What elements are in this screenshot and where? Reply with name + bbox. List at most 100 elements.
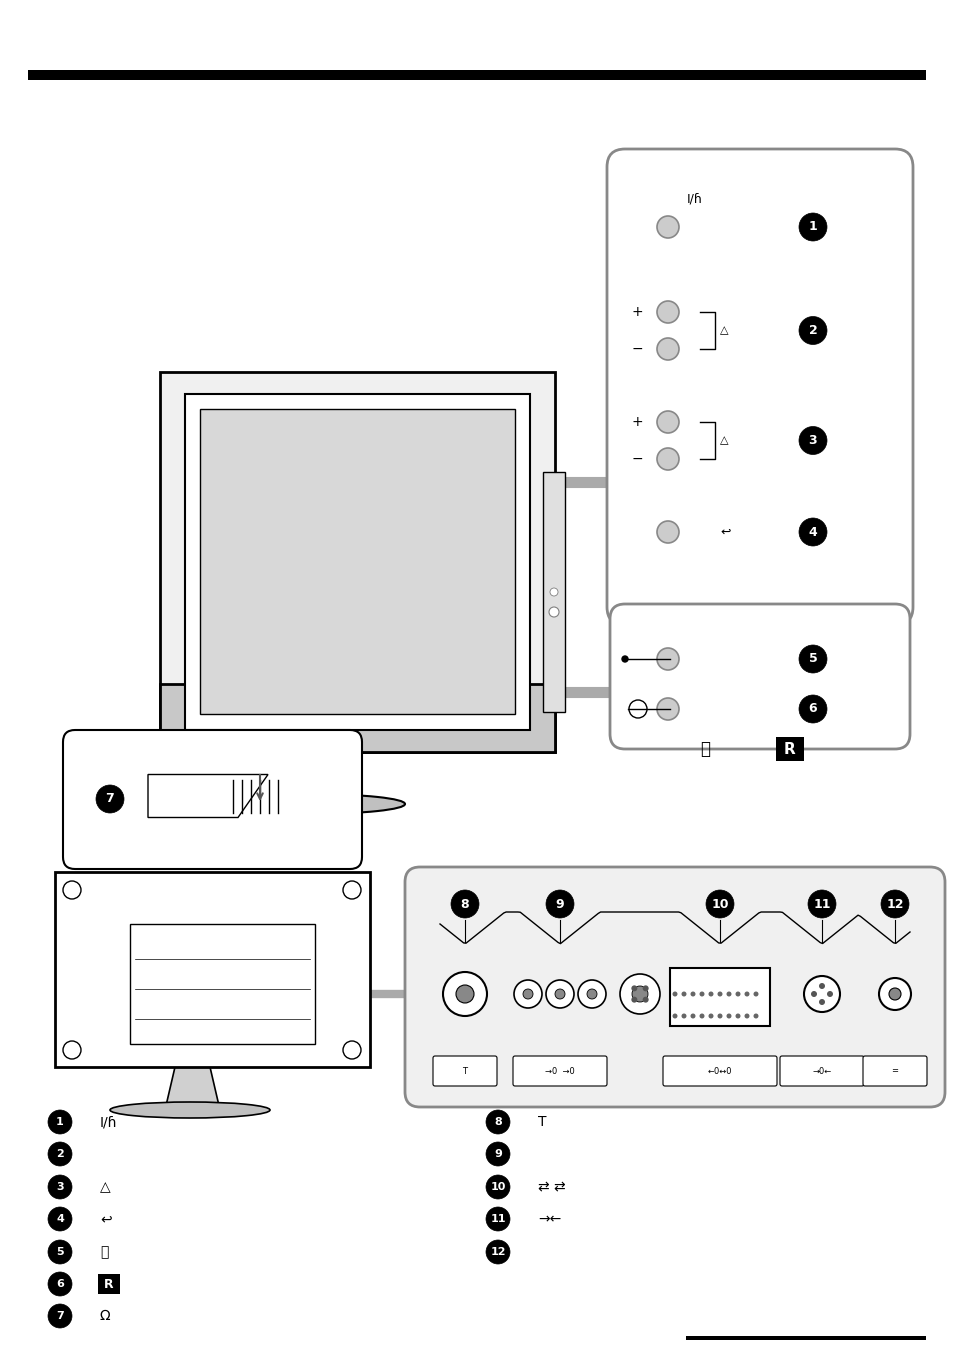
Circle shape xyxy=(485,1142,510,1165)
FancyBboxPatch shape xyxy=(862,1056,926,1086)
Text: 5: 5 xyxy=(808,653,817,665)
Circle shape xyxy=(717,1014,721,1018)
Bar xyxy=(55,872,370,1067)
Text: →←: →← xyxy=(537,1211,560,1226)
Circle shape xyxy=(642,996,648,1003)
Circle shape xyxy=(619,973,659,1014)
Circle shape xyxy=(690,1014,695,1018)
Circle shape xyxy=(826,991,832,996)
Circle shape xyxy=(578,980,605,1009)
Circle shape xyxy=(451,890,478,918)
Circle shape xyxy=(735,1014,740,1018)
Circle shape xyxy=(48,1240,71,1264)
FancyBboxPatch shape xyxy=(405,867,944,1107)
Circle shape xyxy=(799,214,826,241)
Circle shape xyxy=(743,1014,749,1018)
Circle shape xyxy=(485,1110,510,1134)
Bar xyxy=(542,472,564,713)
Text: 2: 2 xyxy=(808,324,817,337)
Circle shape xyxy=(708,1014,713,1018)
Circle shape xyxy=(545,980,574,1009)
Circle shape xyxy=(657,216,679,238)
Circle shape xyxy=(799,518,826,546)
Text: →0←: →0← xyxy=(812,1067,831,1075)
Bar xyxy=(160,684,555,752)
Circle shape xyxy=(680,1014,686,1018)
Text: ⏻: ⏻ xyxy=(700,740,709,758)
Text: 11: 11 xyxy=(812,898,830,910)
Circle shape xyxy=(735,991,740,996)
Circle shape xyxy=(621,656,627,662)
Text: +: + xyxy=(631,415,642,429)
Bar xyxy=(200,410,515,714)
Text: 11: 11 xyxy=(490,1214,505,1224)
Circle shape xyxy=(555,990,564,999)
Circle shape xyxy=(657,338,679,360)
Text: −: − xyxy=(631,342,642,356)
FancyBboxPatch shape xyxy=(606,149,912,625)
Circle shape xyxy=(680,991,686,996)
Circle shape xyxy=(818,999,824,1005)
FancyBboxPatch shape xyxy=(609,604,909,749)
Text: ⇄ ⇄: ⇄ ⇄ xyxy=(537,1180,565,1194)
Text: ⏻: ⏻ xyxy=(100,1245,109,1259)
Text: R: R xyxy=(104,1278,113,1291)
Circle shape xyxy=(485,1240,510,1264)
Bar xyxy=(130,923,314,1044)
Circle shape xyxy=(880,890,908,918)
Bar xyxy=(185,393,530,730)
Circle shape xyxy=(799,645,826,673)
Text: 9: 9 xyxy=(555,898,564,910)
Circle shape xyxy=(672,1014,677,1018)
Circle shape xyxy=(743,991,749,996)
Text: 8: 8 xyxy=(494,1117,501,1128)
Circle shape xyxy=(63,1041,81,1059)
Bar xyxy=(160,372,555,752)
Circle shape xyxy=(48,1303,71,1328)
Text: ↩: ↩ xyxy=(100,1211,112,1226)
Text: 12: 12 xyxy=(885,898,902,910)
Circle shape xyxy=(690,991,695,996)
Circle shape xyxy=(631,986,647,1002)
Circle shape xyxy=(550,588,558,596)
Circle shape xyxy=(522,990,533,999)
Circle shape xyxy=(810,991,816,996)
Circle shape xyxy=(657,648,679,671)
Text: I/ɦ: I/ɦ xyxy=(686,192,702,206)
Circle shape xyxy=(818,983,824,990)
Circle shape xyxy=(456,986,474,1003)
Text: R: R xyxy=(783,741,795,757)
Circle shape xyxy=(586,990,597,999)
Circle shape xyxy=(485,1175,510,1199)
FancyBboxPatch shape xyxy=(433,1056,497,1086)
Text: 5: 5 xyxy=(56,1247,64,1257)
Bar xyxy=(28,70,925,80)
Text: 3: 3 xyxy=(56,1182,64,1192)
Circle shape xyxy=(48,1110,71,1134)
Bar xyxy=(775,737,803,761)
FancyBboxPatch shape xyxy=(513,1056,606,1086)
Circle shape xyxy=(888,988,900,1000)
Circle shape xyxy=(717,991,721,996)
Circle shape xyxy=(485,1207,510,1232)
Text: T: T xyxy=(537,1115,546,1129)
Text: △: △ xyxy=(720,435,728,446)
Text: ←0↔0: ←0↔0 xyxy=(707,1067,732,1075)
Circle shape xyxy=(631,986,637,991)
Text: 4: 4 xyxy=(808,526,817,538)
Text: 12: 12 xyxy=(490,1247,505,1257)
Text: 6: 6 xyxy=(56,1279,64,1288)
Circle shape xyxy=(799,695,826,723)
Circle shape xyxy=(657,521,679,544)
Circle shape xyxy=(442,972,486,1015)
Circle shape xyxy=(753,1014,758,1018)
Circle shape xyxy=(657,301,679,323)
Polygon shape xyxy=(165,1067,220,1110)
Text: 2: 2 xyxy=(56,1149,64,1159)
Circle shape xyxy=(708,991,713,996)
Circle shape xyxy=(705,890,733,918)
Circle shape xyxy=(672,991,677,996)
Text: 10: 10 xyxy=(711,898,728,910)
Text: 7: 7 xyxy=(106,792,114,806)
Circle shape xyxy=(657,448,679,470)
